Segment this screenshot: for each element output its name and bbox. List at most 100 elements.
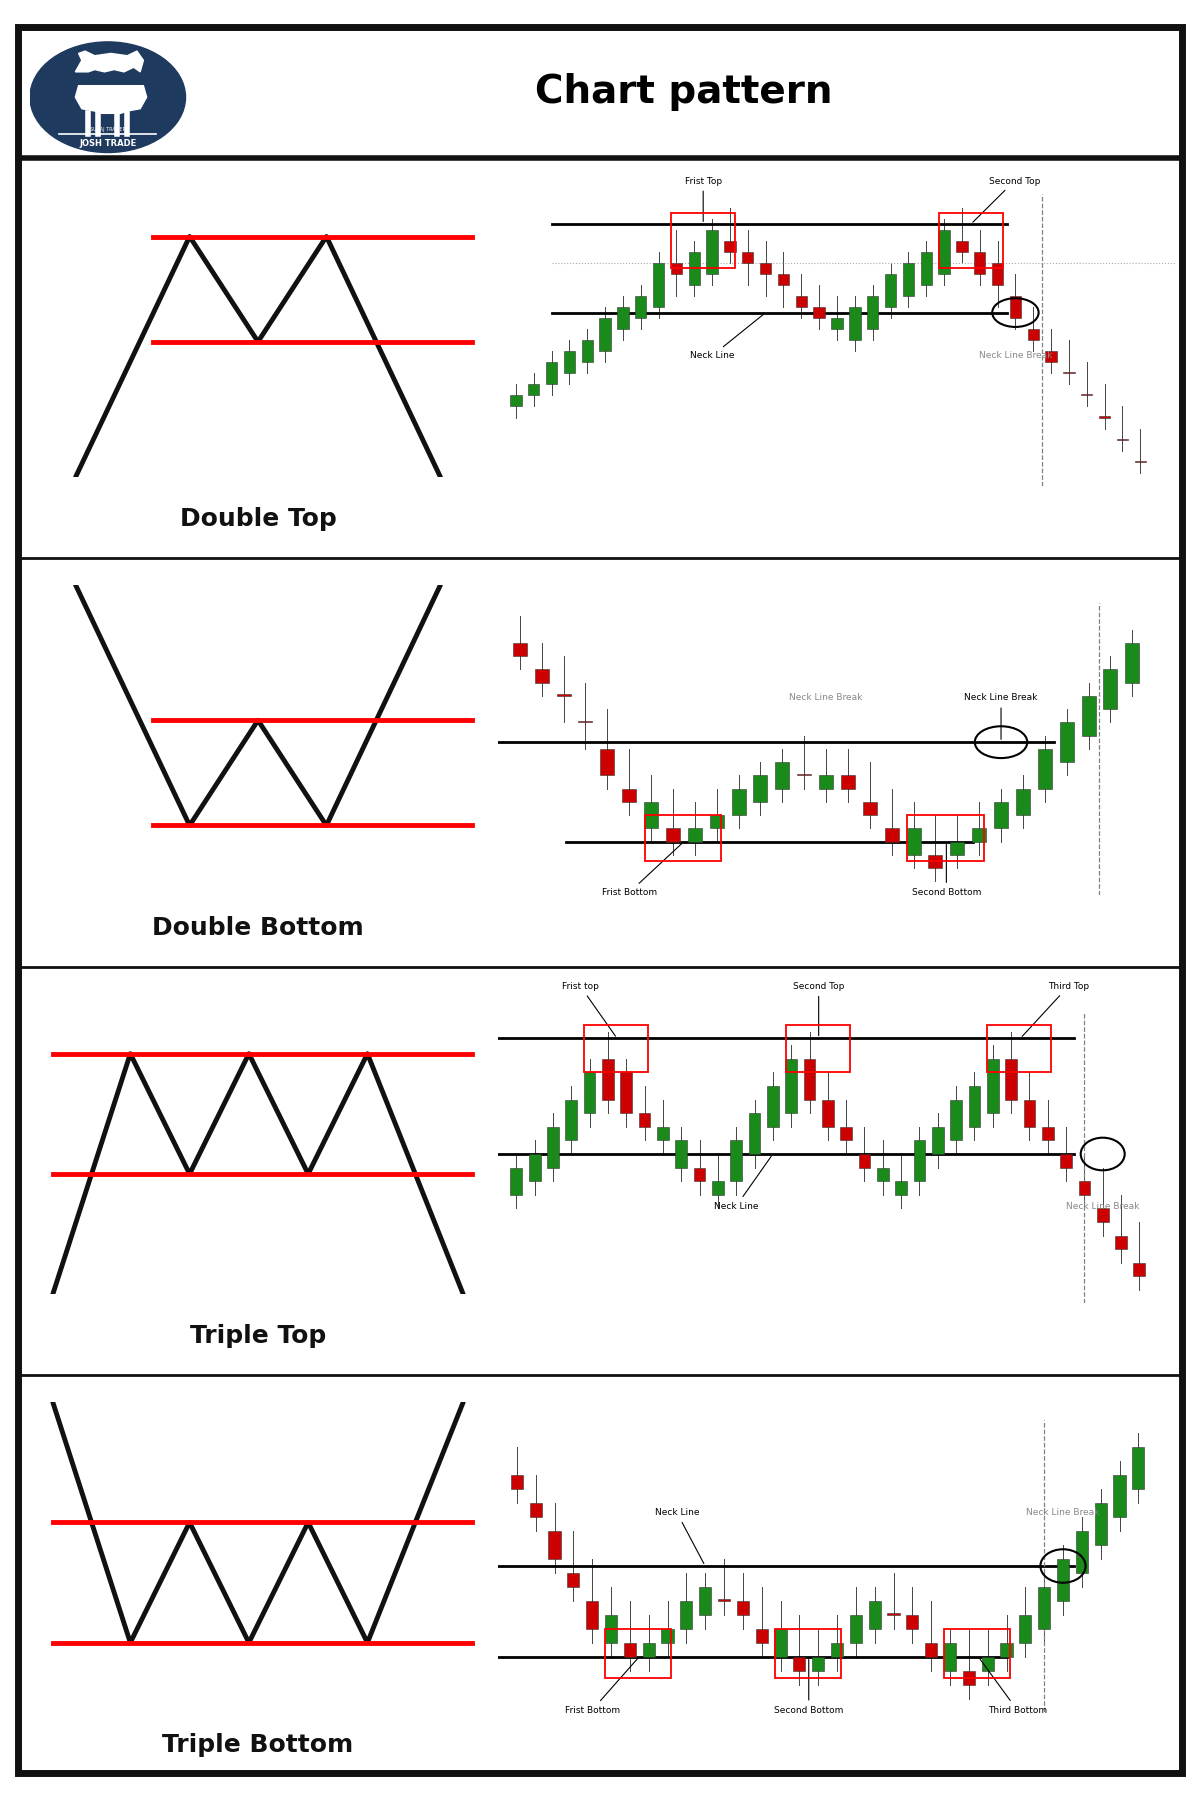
Bar (884, 274, 896, 308)
Bar (972, 828, 986, 842)
Text: Neck Line: Neck Line (655, 1508, 704, 1564)
Bar (982, 1656, 994, 1670)
Bar (1038, 749, 1051, 788)
Bar (1060, 722, 1074, 761)
Bar (617, 308, 629, 329)
Bar (774, 1629, 786, 1656)
Bar (932, 1127, 943, 1154)
Bar (956, 241, 967, 252)
Bar (814, 308, 824, 319)
Bar (568, 1573, 580, 1588)
Text: Neck Line Break: Neck Line Break (790, 693, 863, 702)
Bar (778, 274, 790, 284)
Bar (1133, 1447, 1145, 1489)
Bar (775, 761, 790, 788)
Bar (920, 252, 932, 284)
Bar (1024, 1100, 1036, 1127)
Bar (709, 815, 724, 828)
Bar (624, 1643, 636, 1656)
Text: Third Top: Third Top (1022, 981, 1088, 1037)
Bar (658, 1127, 668, 1141)
Bar (877, 1168, 889, 1181)
Bar (605, 1615, 617, 1643)
Text: Second Top: Second Top (973, 176, 1040, 221)
Bar (1115, 1235, 1127, 1249)
Bar (950, 842, 965, 855)
Text: Neck Line Break: Neck Line Break (979, 351, 1052, 360)
Bar (1057, 1559, 1069, 1600)
Bar (869, 1600, 881, 1629)
Bar (510, 1168, 522, 1195)
Text: Second Top: Second Top (793, 981, 845, 1035)
Bar (620, 1073, 632, 1112)
Bar (812, 1656, 824, 1670)
Bar (938, 212, 1003, 268)
Bar (548, 1532, 560, 1559)
Bar (565, 1100, 577, 1141)
Bar (840, 1127, 852, 1141)
Bar (775, 1629, 841, 1678)
Bar (822, 1100, 834, 1127)
Bar (732, 788, 745, 815)
Bar (906, 828, 920, 855)
Bar (510, 396, 522, 407)
Bar (884, 828, 899, 842)
Bar (850, 308, 860, 340)
Bar (850, 1615, 862, 1643)
Bar (944, 1629, 1010, 1678)
Bar (820, 776, 833, 788)
Bar (962, 1670, 974, 1685)
Bar (582, 340, 593, 362)
Bar (1097, 1208, 1109, 1222)
Bar (830, 1643, 844, 1656)
Bar (511, 1476, 523, 1489)
Text: Neck Line Break: Neck Line Break (1026, 1508, 1099, 1517)
Bar (1076, 1532, 1088, 1573)
Bar (564, 351, 575, 373)
Text: Second Bottom: Second Bottom (774, 1660, 844, 1715)
Bar (902, 263, 914, 295)
Bar (749, 1112, 761, 1154)
Bar (529, 1154, 540, 1181)
Bar (605, 1629, 671, 1678)
Bar (1001, 1643, 1013, 1656)
Text: SURAJ TRADER: SURAJ TRADER (90, 128, 126, 131)
Bar (644, 801, 658, 828)
Bar (950, 1100, 962, 1141)
Bar (1134, 1264, 1145, 1276)
Bar (1038, 1588, 1050, 1629)
Bar (895, 1181, 907, 1195)
Bar (760, 263, 772, 274)
Bar (602, 1058, 614, 1100)
Bar (1027, 329, 1039, 340)
Bar (666, 828, 680, 842)
Bar (994, 801, 1008, 828)
Text: Double Top: Double Top (180, 508, 336, 531)
Bar (535, 670, 548, 682)
Bar (661, 1629, 673, 1643)
Bar (906, 1615, 918, 1629)
Bar (804, 1058, 815, 1100)
Bar (644, 815, 721, 862)
Bar (547, 1127, 559, 1168)
Bar (754, 776, 768, 801)
Bar (785, 1058, 797, 1112)
Bar (529, 1503, 541, 1517)
Bar (546, 362, 557, 385)
Bar (623, 788, 636, 801)
Bar (988, 1024, 1051, 1073)
Bar (974, 252, 985, 274)
Text: Neck Line Break: Neck Line Break (1066, 1202, 1139, 1211)
Bar (528, 385, 539, 396)
Bar (680, 1600, 692, 1629)
Bar (968, 1085, 980, 1127)
Bar (600, 749, 614, 776)
Bar (1081, 697, 1096, 736)
Bar (793, 1656, 805, 1670)
Text: Frist Top: Frist Top (685, 176, 721, 221)
Bar (1126, 643, 1139, 682)
Text: Second Bottom: Second Bottom (912, 844, 982, 896)
Bar (1016, 788, 1030, 815)
Bar (1006, 1058, 1016, 1100)
Bar (796, 295, 808, 308)
